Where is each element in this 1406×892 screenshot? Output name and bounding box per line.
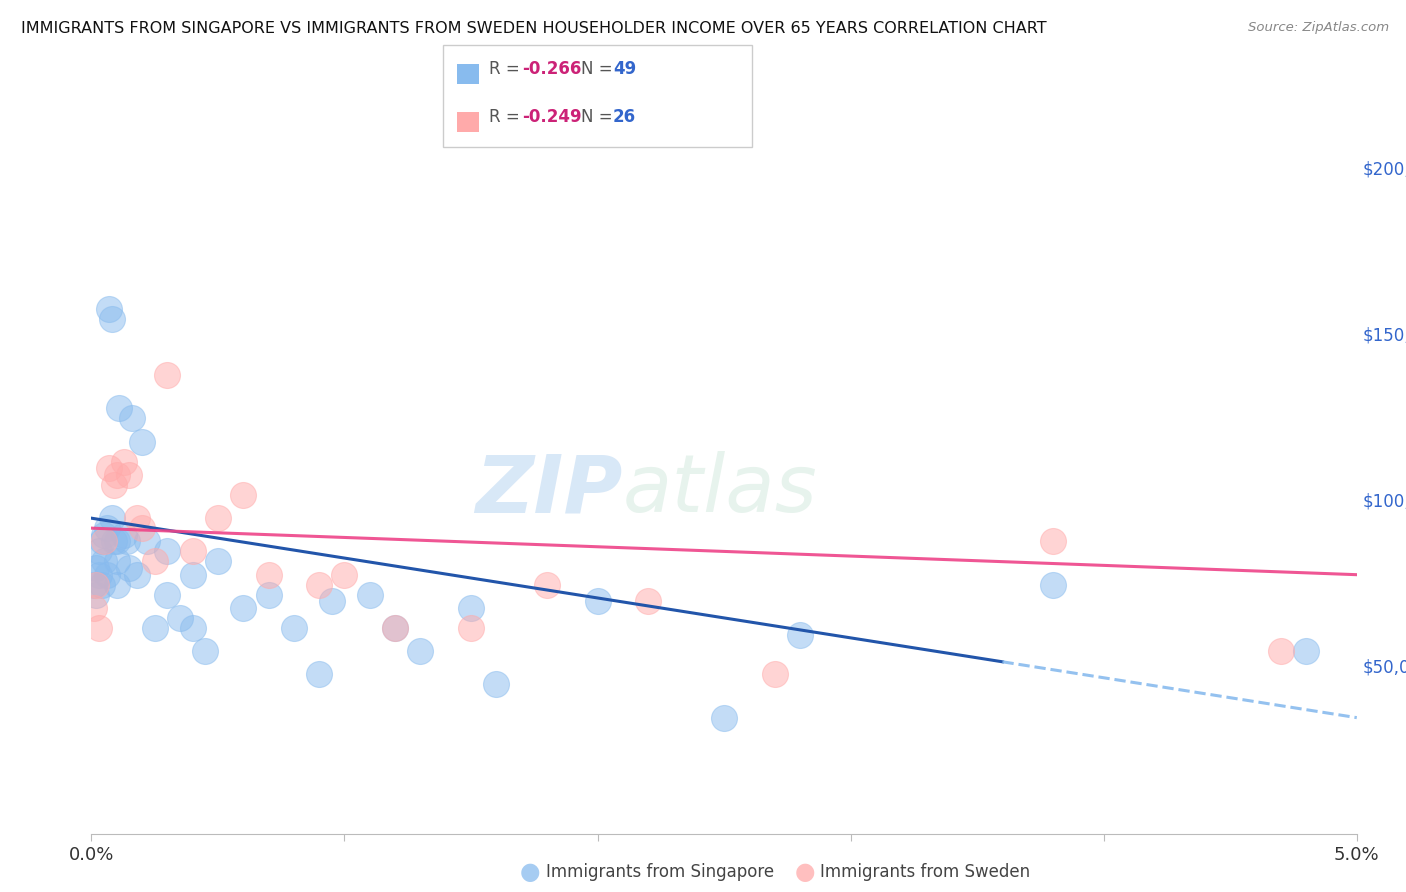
Point: [1295, 644, 1317, 658]
Point: [384, 621, 406, 635]
Point: [143, 554, 166, 568]
Point: [207, 511, 229, 525]
Point: [257, 567, 280, 582]
Point: [98, 461, 121, 475]
Point: [181, 544, 204, 558]
Text: ●: ●: [520, 861, 541, 884]
Text: atlas: atlas: [623, 451, 818, 529]
Point: [713, 711, 735, 725]
Text: IMMIGRANTS FROM SINGAPORE VS IMMIGRANTS FROM SWEDEN HOUSEHOLDER INCOME OVER 65 Y: IMMIGRANTS FROM SINGAPORE VS IMMIGRANTS …: [21, 21, 1046, 36]
Point: [308, 577, 330, 591]
Text: 26: 26: [613, 108, 636, 126]
Point: [131, 521, 153, 535]
Text: -0.249: -0.249: [522, 108, 581, 126]
Point: [100, 311, 122, 326]
Point: [108, 401, 131, 416]
Point: [485, 677, 508, 691]
Text: N =: N =: [581, 60, 617, 78]
Point: [90, 534, 112, 549]
Point: [232, 488, 254, 502]
Point: [1042, 577, 1064, 591]
Text: $100,000: $100,000: [1364, 492, 1406, 510]
Point: [131, 434, 153, 449]
Point: [98, 301, 121, 316]
Point: [181, 621, 204, 635]
Point: [103, 478, 125, 492]
Point: [143, 621, 166, 635]
Point: [93, 534, 115, 549]
Text: -0.266: -0.266: [522, 60, 581, 78]
Point: [181, 567, 204, 582]
Text: $150,000: $150,000: [1364, 326, 1406, 344]
Point: [105, 534, 128, 549]
Point: [1042, 534, 1064, 549]
Point: [136, 534, 159, 549]
Point: [637, 594, 659, 608]
Point: [460, 621, 482, 635]
Point: [105, 467, 128, 482]
Point: [90, 577, 112, 591]
Point: [359, 588, 381, 602]
Text: $200,000: $200,000: [1364, 160, 1406, 178]
Point: [103, 534, 125, 549]
Point: [115, 534, 138, 549]
Point: [100, 511, 122, 525]
Point: [105, 577, 128, 591]
Point: [93, 528, 115, 542]
Point: [283, 621, 305, 635]
Point: [257, 588, 280, 602]
Point: [232, 601, 254, 615]
Point: [118, 561, 141, 575]
Point: [384, 621, 406, 635]
Point: [86, 561, 108, 575]
Point: [536, 577, 558, 591]
Point: [586, 594, 609, 608]
Text: $50,000: $50,000: [1364, 659, 1406, 677]
Point: [121, 411, 143, 425]
Point: [409, 644, 432, 658]
Text: Immigrants from Sweden: Immigrants from Sweden: [820, 863, 1029, 881]
Point: [763, 667, 786, 681]
Point: [156, 588, 179, 602]
Text: R =: R =: [489, 108, 526, 126]
Text: N =: N =: [581, 108, 617, 126]
Point: [156, 368, 179, 383]
Text: 49: 49: [613, 60, 637, 78]
Point: [87, 621, 110, 635]
Point: [112, 455, 135, 469]
Text: Source: ZipAtlas.com: Source: ZipAtlas.com: [1249, 21, 1389, 34]
Point: [96, 521, 118, 535]
Point: [87, 567, 110, 582]
Text: R =: R =: [489, 60, 526, 78]
Point: [125, 567, 148, 582]
Point: [789, 627, 811, 641]
Point: [1270, 644, 1292, 658]
Point: [333, 567, 356, 582]
Text: ZIP: ZIP: [475, 451, 623, 529]
Point: [207, 554, 229, 568]
Point: [83, 601, 105, 615]
Point: [105, 554, 128, 568]
Point: [112, 528, 135, 542]
Point: [460, 601, 482, 615]
Point: [194, 644, 217, 658]
Point: [118, 467, 141, 482]
Point: [308, 667, 330, 681]
Point: [321, 594, 343, 608]
Point: [86, 588, 108, 602]
Text: Immigrants from Singapore: Immigrants from Singapore: [546, 863, 773, 881]
Point: [125, 511, 148, 525]
Point: [87, 544, 110, 558]
Text: ●: ●: [794, 861, 815, 884]
Point: [93, 554, 115, 568]
Point: [83, 577, 105, 591]
Point: [96, 567, 118, 582]
Point: [169, 611, 191, 625]
Point: [156, 544, 179, 558]
Point: [86, 577, 108, 591]
